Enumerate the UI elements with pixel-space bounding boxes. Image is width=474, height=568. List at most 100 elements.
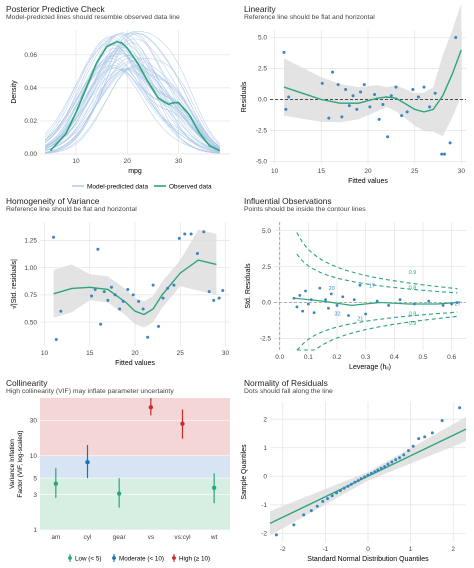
data-point	[454, 35, 458, 39]
predicted-line	[44, 55, 220, 148]
legend-label: Moderate (< 10)	[119, 555, 164, 562]
data-point	[298, 293, 302, 297]
x-tick-label: vs	[148, 534, 155, 541]
data-point	[59, 309, 63, 313]
y-tick-label: 5.0	[262, 228, 271, 235]
data-point	[327, 116, 331, 120]
data-point	[359, 90, 363, 94]
vif-point	[53, 481, 59, 486]
data-point	[274, 533, 278, 537]
data-point	[326, 497, 330, 501]
data-point	[422, 85, 426, 89]
data-point	[411, 444, 415, 448]
contour-label: 0.8	[409, 311, 417, 317]
data-point	[358, 283, 362, 287]
y-tick-label: 0.04	[24, 85, 37, 92]
chart-subtitle: Model-predicted lines should resemble ob…	[6, 14, 180, 21]
data-point	[312, 311, 316, 315]
data-point	[141, 307, 145, 311]
predicted-line	[44, 38, 220, 149]
collinearity-panel: Collinearity High collinearity (VIF) may…	[6, 378, 234, 566]
data-point	[295, 305, 299, 309]
data-point	[387, 304, 391, 307]
data-point	[340, 115, 344, 119]
y-tick-label: 0.50	[24, 319, 37, 326]
fit-line	[294, 297, 458, 307]
data-point	[405, 110, 409, 114]
chart-title: Normality of Residuals	[244, 378, 328, 388]
y-tick-label: 0.06	[24, 52, 37, 59]
data-point	[336, 83, 340, 87]
y-tick-label: 0.00	[24, 151, 37, 158]
data-point	[353, 480, 357, 484]
data-point	[151, 283, 155, 287]
x-tick-label: 15	[86, 350, 94, 357]
chart-title: Influential Observations	[244, 196, 332, 206]
data-point	[413, 302, 416, 306]
predicted-line	[44, 55, 220, 150]
data-point	[427, 299, 431, 303]
data-point	[341, 295, 345, 299]
y-axis-label: Residuals	[241, 81, 248, 112]
contour-line-0-8	[296, 253, 458, 294]
legend-label: Observed data	[169, 183, 212, 190]
contour-label: 0.9	[409, 270, 417, 276]
x-tick-label: -1	[323, 546, 329, 553]
low-zone	[40, 478, 230, 530]
x-tick-label: wt	[210, 534, 218, 541]
confidence-band	[284, 3, 462, 137]
data-point	[416, 95, 420, 99]
data-point	[428, 105, 432, 109]
x-tick-label: -2	[280, 546, 286, 553]
point-label: 17	[369, 283, 375, 289]
x-axis-label: Fitted values	[115, 360, 155, 367]
x-tick-label: 2	[451, 546, 455, 553]
chart-subtitle: Dots should fall along the line	[244, 388, 333, 395]
x-tick-label: 20	[131, 350, 139, 357]
y-axis-label: Sample Quantiles	[241, 444, 248, 500]
predicted-line	[45, 61, 220, 151]
contour-line-0-8	[296, 311, 458, 351]
data-point	[321, 499, 325, 503]
point-label: 27	[455, 301, 461, 307]
x-tick-label: 0.5	[418, 354, 427, 361]
data-point	[356, 479, 360, 483]
data-point	[309, 298, 313, 302]
confidence-band	[53, 229, 217, 328]
y-tick-label: -2.5	[260, 336, 272, 343]
chart-title: Posterior Predictive Check	[6, 4, 105, 14]
y-tick-label: 2.5	[258, 66, 267, 73]
linearity-chart: 10 15 20 25 30 -5.0 -2.5 0.0 2.5 5.0 Fitted values…	[241, 3, 466, 185]
data-point	[381, 102, 385, 106]
data-point	[121, 299, 125, 303]
x-tick-label: 1	[409, 546, 413, 553]
point-label: 32	[334, 311, 340, 317]
data-point	[368, 105, 372, 109]
legend-label: Model-predicted data	[87, 183, 148, 190]
data-point	[430, 431, 434, 435]
y-tick-label: 1.25	[24, 238, 37, 245]
y-tick-label: 0	[263, 473, 267, 480]
data-point	[400, 114, 404, 118]
y-tick-label: 5.0	[258, 35, 267, 42]
chart-subtitle: High collinearity (VIF) may inflate para…	[6, 388, 174, 395]
ppc-panel: Posterior Predictive Check Model-predict…	[6, 4, 234, 192]
point-label: 21	[357, 316, 363, 322]
data-point	[440, 152, 444, 156]
influence-chart: 0.0 0.1 0.2 0.3 0.4 0.5 0.6 -2.5 0.0 2.5 5.0 Levera…	[245, 222, 466, 371]
data-point	[282, 50, 286, 54]
data-point	[359, 477, 363, 481]
x-tick-label: 30	[222, 350, 230, 357]
collinearity-chart: 1 3 5 10 30 am cyl gear vs vs:cyl wt Variance Infla…	[9, 398, 230, 562]
data-point	[131, 293, 135, 297]
x-tick-label: 10	[271, 168, 279, 175]
data-point	[99, 322, 103, 326]
data-point	[157, 324, 161, 328]
predicted-line	[45, 56, 220, 153]
x-tick-label: 0.1	[304, 354, 313, 361]
y-tick-label: 2.5	[262, 264, 271, 271]
x-tick-label: vs:cyl	[174, 534, 191, 541]
data-point	[292, 523, 296, 527]
data-point	[362, 83, 366, 87]
data-point	[376, 468, 380, 472]
